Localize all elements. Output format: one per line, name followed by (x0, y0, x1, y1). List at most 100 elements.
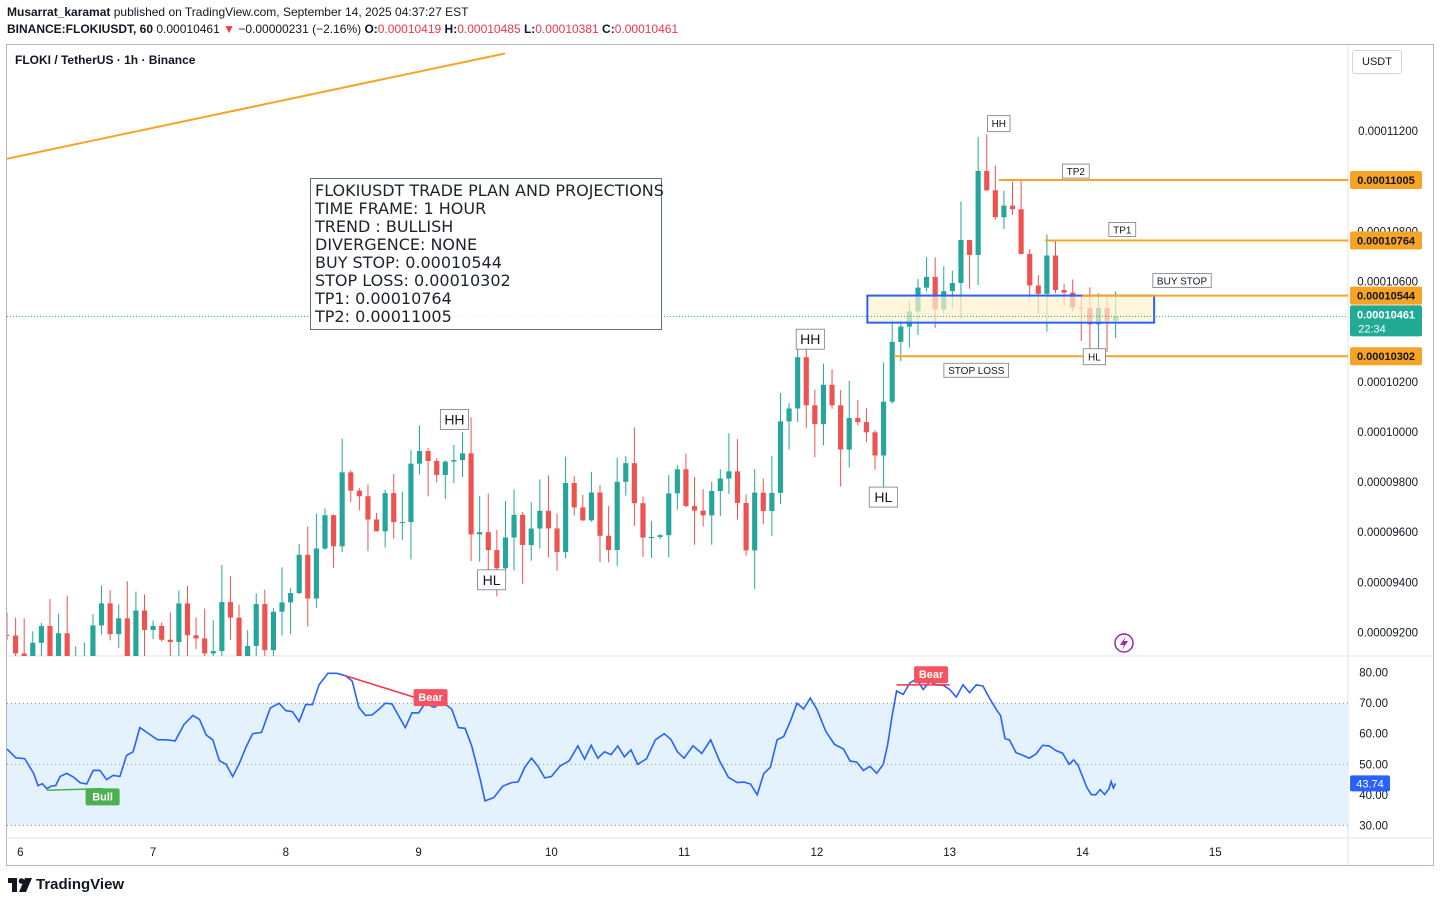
price-axis-tick: 0.00011200 (1358, 126, 1418, 138)
level-price-tag-text: 0.00010544 (1357, 291, 1416, 303)
candle-body (648, 536, 655, 538)
level-label: STOP LOSS (948, 366, 1005, 377)
candle-body (322, 515, 328, 549)
high-value: 0.00010485 (457, 22, 521, 36)
open-label: O: (364, 22, 378, 36)
level-price-tag-text: 0.00010764 (1357, 235, 1416, 247)
candle-body (1018, 209, 1024, 254)
level-price-tag (1350, 347, 1422, 366)
currency-button[interactable]: USDT (1352, 50, 1402, 74)
candle-body (382, 493, 388, 532)
divergence-badge-text: Bull (92, 791, 113, 803)
candle-body (717, 478, 723, 492)
candle-body (442, 461, 448, 475)
rsi-line (6, 672, 1117, 802)
price-axis-tick: 0.00009400 (1357, 577, 1418, 589)
candle-body (391, 493, 397, 523)
candle-body (829, 384, 835, 406)
candle-body (734, 471, 741, 504)
candle-body (339, 472, 345, 547)
change-text: −0.00000231 (−2.16%) (238, 22, 362, 36)
candle-body (262, 604, 268, 651)
candle-body (623, 463, 629, 482)
candle-body (1001, 205, 1007, 218)
candle-body (563, 483, 569, 553)
candle-body (434, 460, 440, 475)
candle-body (38, 626, 44, 643)
time-axis-tick: 7 (150, 847, 156, 859)
time-axis-tick: 15 (1209, 847, 1222, 859)
swing-label-box (1082, 348, 1107, 366)
candle-body (55, 633, 62, 656)
candle-body (184, 603, 191, 636)
brand-name: TradingView (36, 876, 125, 893)
candle-body (588, 492, 594, 521)
swing-label: HL (483, 572, 501, 588)
level-label: BUY STOP (1157, 277, 1208, 288)
candle-body (477, 532, 483, 535)
candle-body (348, 472, 354, 491)
candle-body (313, 548, 319, 599)
candle-body (90, 625, 96, 656)
candle-body (253, 604, 259, 646)
symbol-info: BINANCE:FLOKIUSDT, 60 0.00010461 ▼ −0.00… (7, 22, 678, 36)
candle-body (210, 651, 216, 654)
candle-body (975, 170, 981, 255)
candle-body (193, 635, 199, 639)
divergence-badge (914, 666, 949, 684)
candle-body (408, 463, 414, 523)
candle-body (545, 510, 552, 529)
candle-body (451, 460, 457, 462)
open-value: 0.00010419 (377, 22, 442, 36)
candle-body (245, 645, 251, 656)
author-name[interactable]: Musarrat_karamat (7, 5, 111, 19)
low-label: L: (523, 22, 536, 36)
candle-body (425, 450, 431, 461)
candle-body (537, 510, 543, 529)
high-label: H: (444, 22, 458, 36)
candle-body (657, 535, 663, 537)
candle-body (305, 554, 311, 599)
candle-body (227, 602, 234, 618)
candle-body (116, 618, 122, 635)
candle-body (7, 634, 10, 636)
level-label: TP2 (1067, 167, 1086, 178)
level-price-tag-text: 0.00010302 (1357, 351, 1415, 363)
candle-body (674, 469, 680, 494)
candle-body (889, 341, 895, 402)
candle-body (331, 515, 337, 547)
candle-body (30, 642, 36, 656)
trade-plan-note[interactable]: FLOKIUSDT TRADE PLAN AND PROJECTIONS TIME… (310, 178, 664, 330)
buy-zone-box (866, 294, 1156, 324)
trade-plan-line: BUY STOP: 0.00010544 (315, 253, 502, 272)
rsi-pane: Bull Bear Bear (6, 666, 1348, 826)
candle-body (459, 453, 466, 461)
candle-body (795, 357, 801, 409)
time-axis-tick: 14 (1076, 847, 1089, 859)
rsi-axis-tick: 80.00 (1359, 668, 1388, 680)
last-price-text: 0.00010461 (156, 22, 220, 36)
tradingview-logo-icon (8, 877, 32, 892)
candle-body (709, 491, 715, 516)
price-axis-tick: 0.00009200 (1357, 627, 1418, 639)
level-price-tag (1350, 231, 1422, 250)
price-pane: TP2 TP1 BUY STOP STOP LOSS HH HL HH HL HH HL (7, 52, 1348, 656)
divergence-badge-text: Bear (418, 692, 443, 704)
candle-body (597, 492, 603, 536)
last-price-tag-text: 0.00010461 (1357, 309, 1415, 321)
rsi-axis-tick: 70.00 (1359, 698, 1388, 710)
candle-body (700, 510, 706, 516)
tradingview-logo[interactable]: TradingView (8, 876, 124, 893)
candle-body (150, 626, 156, 630)
swing-label: HL (1088, 352, 1101, 363)
trade-plan-line: TP1: 0.00010764 (315, 289, 452, 308)
candle-body (511, 514, 517, 538)
price-axis-tick: 0.00010600 (1357, 277, 1418, 289)
swing-label-box (868, 486, 898, 508)
candle-body (236, 617, 242, 656)
candle-body (872, 432, 878, 456)
swing-label-box (477, 569, 507, 591)
candle-body (1009, 205, 1016, 210)
candle-body (365, 496, 371, 520)
